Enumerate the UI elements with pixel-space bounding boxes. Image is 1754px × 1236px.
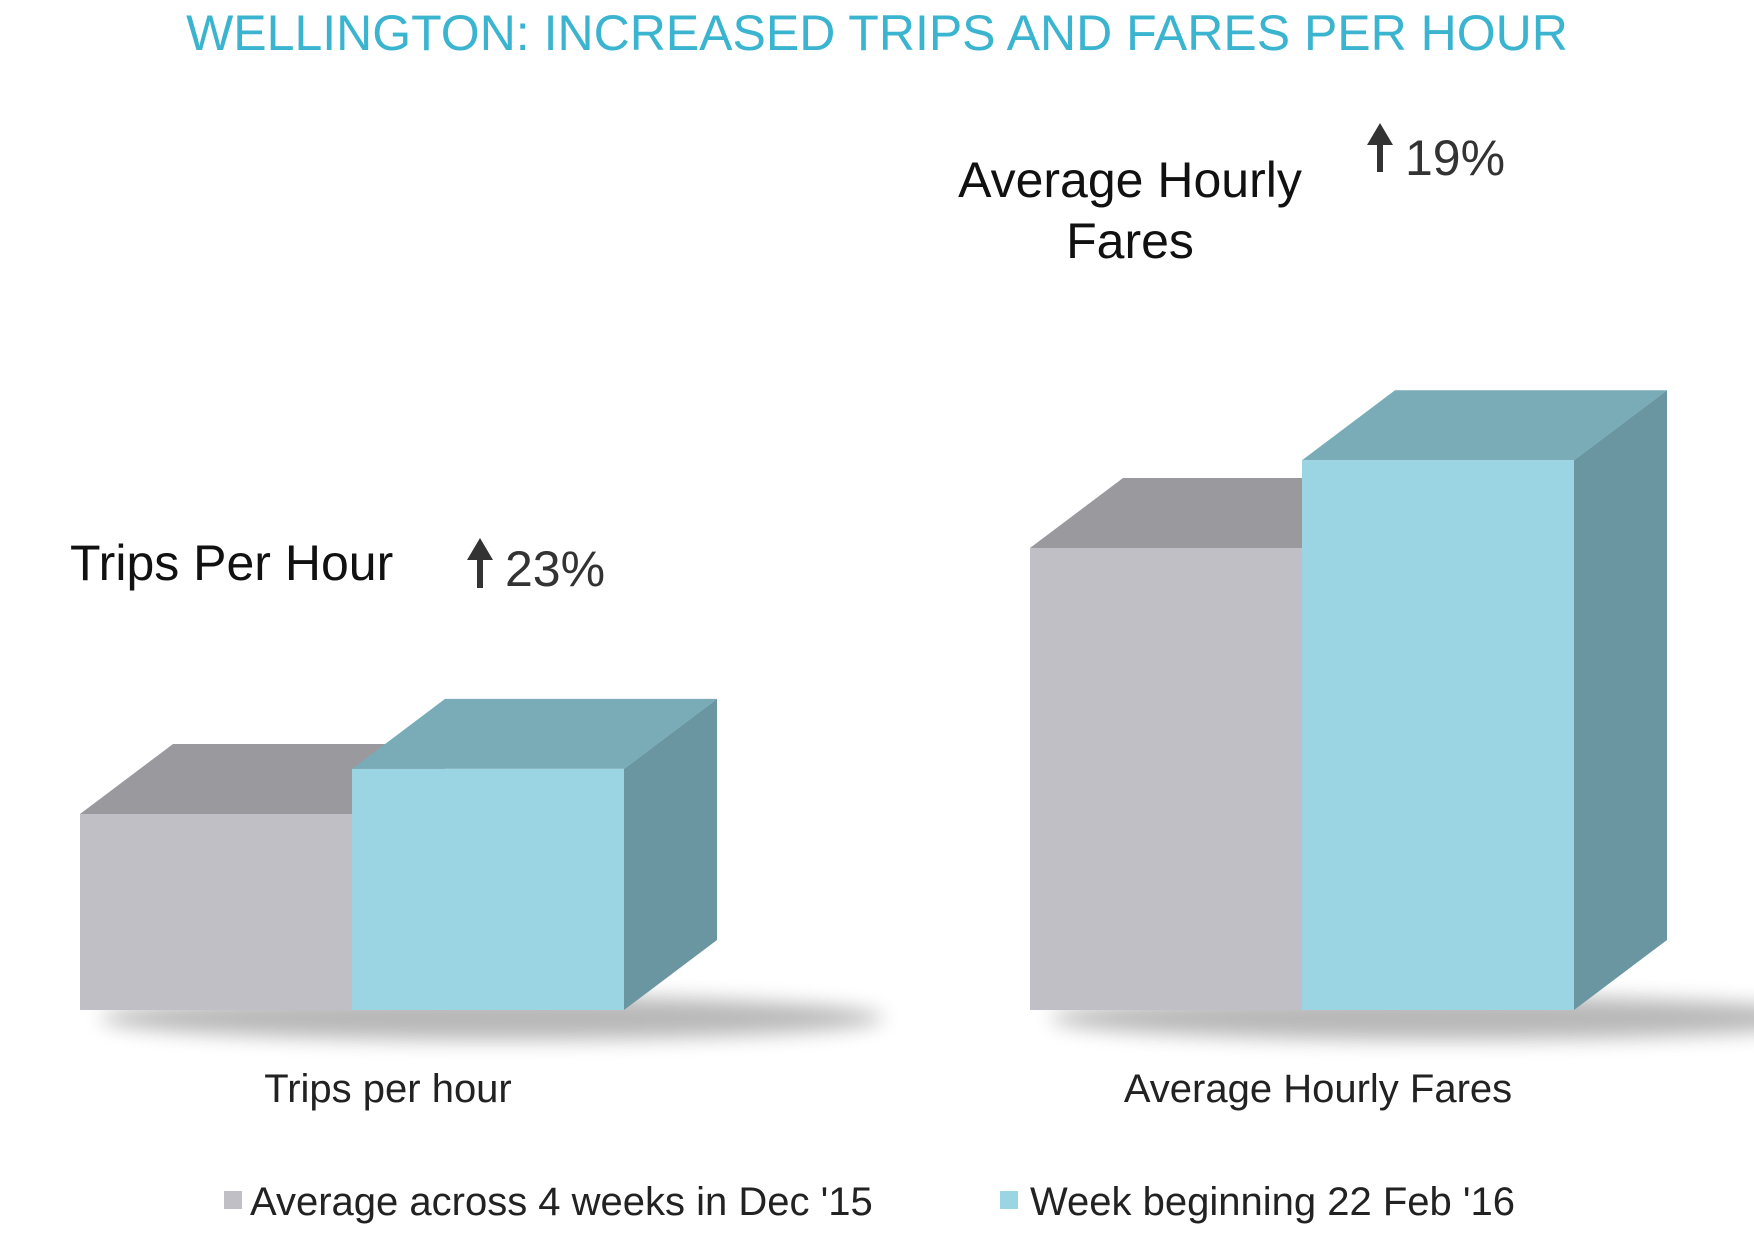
bar-front-face <box>1030 548 1302 1010</box>
annotation-change-fares: 19% <box>1405 130 1505 186</box>
bar-front-face <box>80 814 352 1010</box>
bar-side-face <box>1574 390 1667 1011</box>
annotation-label-fares-line2: Fares <box>1066 213 1194 269</box>
annotation-label-fares-line1: Average Hourly <box>958 152 1302 208</box>
bar-top-face <box>1302 390 1667 461</box>
bar-side-face <box>624 698 717 1010</box>
chart-title: WELLINGTON: INCREASED TRIPS AND FARES PE… <box>186 5 1568 61</box>
up-arrow-icon <box>1367 123 1393 172</box>
annotation-change-trips: 23% <box>505 541 605 597</box>
legend-label-dec: Average across 4 weeks in Dec '15 <box>250 1180 873 1224</box>
up-arrow-icon <box>467 538 493 588</box>
bar-1-1 <box>1302 390 1667 1011</box>
legend-label-feb: Week beginning 22 Feb '16 <box>1030 1180 1515 1224</box>
bar-front-face <box>1302 460 1574 1011</box>
bar-top-face <box>352 698 717 769</box>
legend: Average across 4 weeks in Dec '15 Week b… <box>224 1180 1515 1224</box>
bar-0-1 <box>352 698 717 1010</box>
category-label-1: Average Hourly Fares <box>1124 1067 1512 1111</box>
bar-front-face <box>352 768 624 1010</box>
legend-swatch-dec <box>224 1191 242 1209</box>
category-label-0: Trips per hour <box>264 1067 512 1111</box>
annotation-label-trips: Trips Per Hour <box>70 535 393 591</box>
legend-swatch-feb <box>1000 1191 1018 1209</box>
